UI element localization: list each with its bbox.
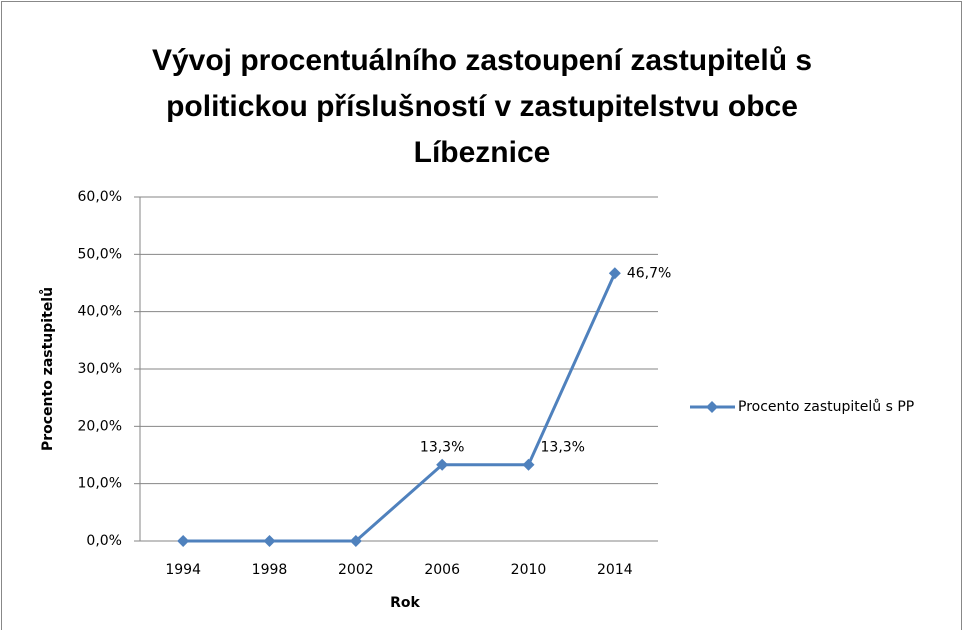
data-label: 13,3%	[420, 440, 464, 456]
chart-title: Vývoj procentuálního zastoupení zastupit…	[151, 44, 813, 169]
y-tick-label: 40,0%	[78, 304, 122, 320]
x-tick-label: 2006	[424, 562, 460, 578]
legend-marker	[706, 401, 718, 413]
x-axis-label: Rok	[390, 595, 420, 611]
y-tick-label: 20,0%	[78, 418, 122, 434]
point-marker	[349, 535, 362, 547]
series-line	[183, 272, 617, 543]
x-tick-label: 1994	[165, 562, 201, 578]
x-tick-label: 1998	[252, 562, 288, 578]
point-marker	[608, 267, 621, 280]
point-marker	[263, 535, 276, 547]
data-label: 46,7%	[627, 265, 671, 281]
y-tick-label: 60,0%	[78, 189, 122, 205]
y-tick-label: 30,0%	[78, 361, 122, 377]
point-marker	[522, 458, 535, 471]
y-tick-label: 50,0%	[78, 246, 122, 262]
legend-label: Procento zastupitelů s PP	[738, 399, 914, 415]
y-axis-label: Procento zastupitelů	[39, 287, 56, 451]
data-label: 13,3%	[541, 440, 585, 456]
y-tick-label: 10,0%	[78, 476, 122, 492]
point-marker	[177, 535, 190, 547]
x-tick-label: 2002	[338, 562, 374, 578]
x-tick-label: 2014	[597, 562, 633, 578]
x-tick-label: 2010	[511, 562, 547, 578]
point-marker	[436, 458, 449, 471]
y-tick-label: 0,0%	[86, 533, 122, 549]
